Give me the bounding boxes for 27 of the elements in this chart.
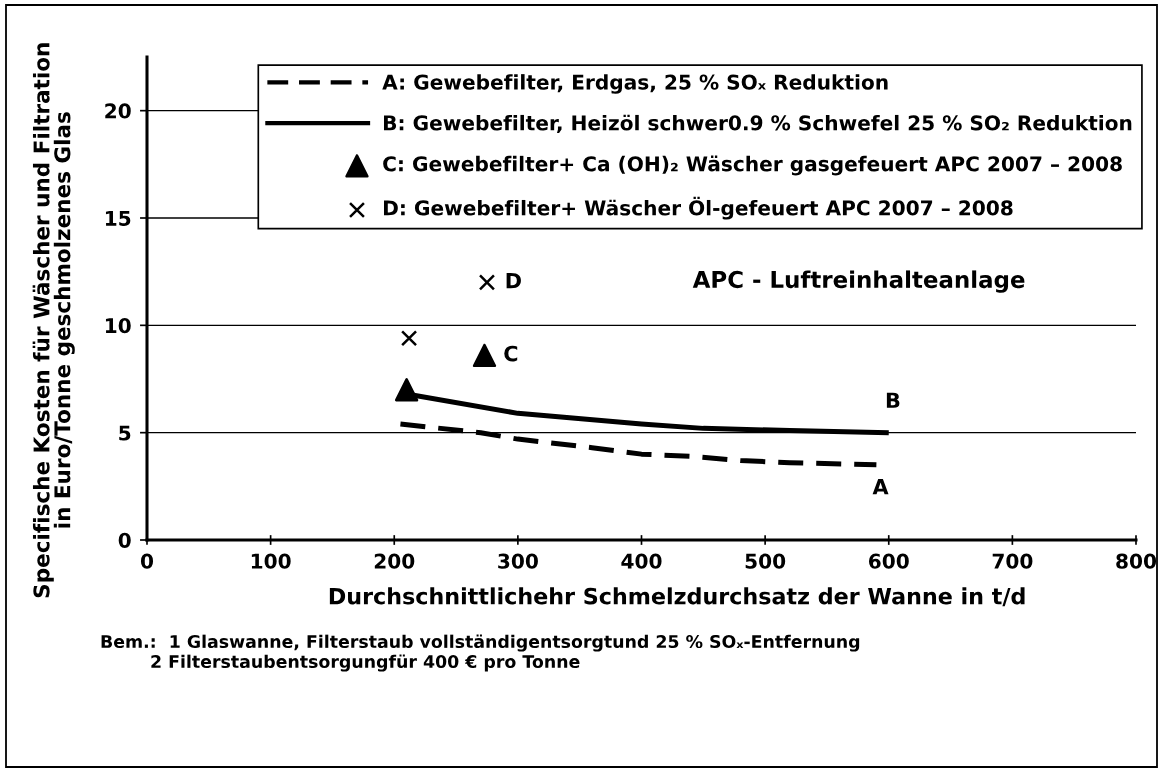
x-tick-label: 800 (1116, 553, 1157, 569)
x-tick-label: 500 (745, 553, 786, 569)
x-tick-label: 0 (140, 553, 154, 569)
annotation: A (872, 479, 889, 495)
y-tick-label: 0 (118, 532, 131, 548)
y-tick-label: 15 (105, 210, 131, 226)
legend-label: C: Gewebefilter+ Ca (OH)₂ Wäscher gasgefeuert APC 2007 – 2008 (383, 155, 1122, 176)
annotation: B (886, 392, 900, 408)
y-axis-title: Specifische Kosten für Wäscher und Filtration in Euro/Tonne geschmolzenes Glas (32, 43, 75, 598)
x-tick-label: 600 (868, 553, 909, 569)
text: Bem.: 1 Glaswanne, Filterstaub vollständigentsorgtund 25 % SOₓ-Entfernung (101, 634, 860, 652)
x-tick-label: 300 (498, 553, 538, 569)
text: 2 Filterstaubentsorgungfür 400 € pro Tonne (151, 654, 580, 672)
x-tick-label: 700 (992, 553, 1033, 569)
y-tick-label: 5 (119, 425, 131, 441)
x-tick-label: 400 (621, 553, 662, 569)
x-tick-label: 200 (374, 553, 415, 569)
annotation: D (506, 272, 521, 289)
y-tick-label: 10 (105, 318, 131, 334)
annotation: APC - Luftreinhalteanlage (692, 270, 1025, 293)
legend-label: A: Gewebefilter, Erdgas, 25 % SOₓ Reduktion (382, 74, 888, 94)
legend-label: B: Gewebefilter, Heizöl schwer0.9 % Schwefel 25 % SO₂ Reduktion (384, 114, 1132, 134)
legend-label: D: Gewebefilter+ Wäscher Öl-gefeuert APC 2007 – 2008 (384, 196, 1013, 220)
x-axis-title: Durchschnittlichehr Schmelzdurchsatz der Wanne in t/d (329, 587, 1025, 607)
x-tick-label: 100 (251, 553, 291, 569)
y-tick-label: 20 (105, 103, 131, 119)
annotation: C (504, 345, 518, 362)
